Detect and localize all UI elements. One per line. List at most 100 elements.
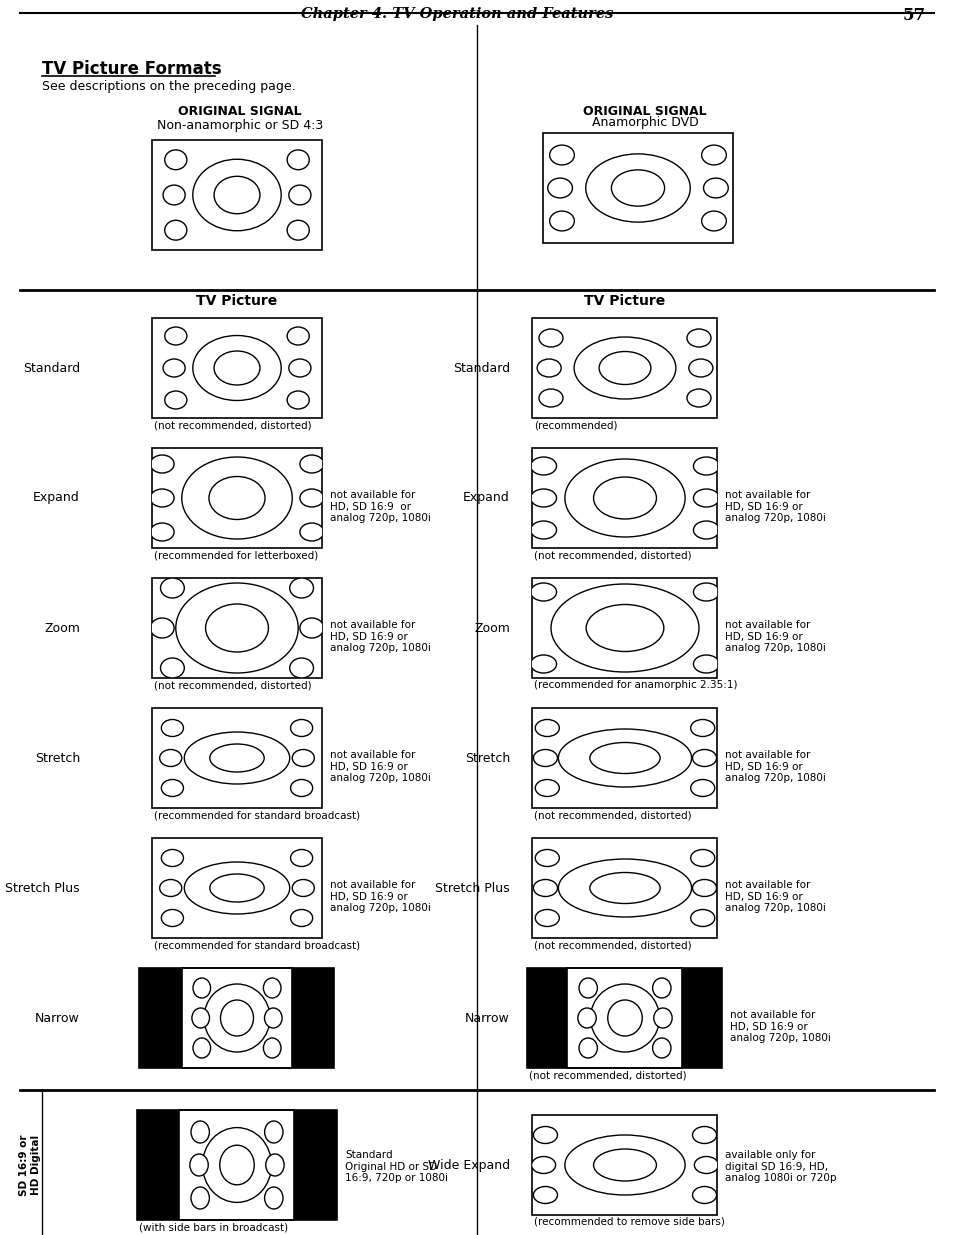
- Bar: [542, 133, 732, 243]
- Ellipse shape: [686, 389, 710, 408]
- Ellipse shape: [193, 978, 211, 998]
- Ellipse shape: [578, 1037, 597, 1058]
- Ellipse shape: [585, 604, 663, 652]
- Text: available only for
digital SD 16:9, HD,
analog 1080i or 720p: available only for digital SD 16:9, HD, …: [724, 1150, 836, 1183]
- Text: not available for
HD, SD 16:9 or
analog 720p, 1080i: not available for HD, SD 16:9 or analog …: [330, 881, 431, 913]
- Ellipse shape: [287, 149, 309, 169]
- Ellipse shape: [151, 454, 173, 473]
- Ellipse shape: [530, 521, 556, 538]
- Ellipse shape: [291, 850, 313, 867]
- Ellipse shape: [692, 879, 716, 897]
- Ellipse shape: [700, 144, 725, 165]
- Text: Stretch Plus: Stretch Plus: [435, 882, 510, 894]
- Text: TV Picture: TV Picture: [584, 294, 665, 308]
- Ellipse shape: [220, 1000, 253, 1036]
- Text: not available for
HD, SD 16:9 or
analog 720p, 1080i: not available for HD, SD 16:9 or analog …: [730, 1010, 830, 1044]
- Ellipse shape: [161, 720, 183, 736]
- Ellipse shape: [209, 477, 265, 520]
- Ellipse shape: [299, 618, 323, 638]
- Ellipse shape: [530, 583, 556, 601]
- Ellipse shape: [533, 1187, 557, 1203]
- Ellipse shape: [535, 909, 558, 926]
- Ellipse shape: [161, 779, 183, 797]
- Text: Zoom: Zoom: [474, 621, 510, 635]
- Text: SD 16:9 or
HD Digital: SD 16:9 or HD Digital: [19, 1134, 41, 1195]
- Ellipse shape: [299, 489, 323, 508]
- Ellipse shape: [264, 1187, 283, 1209]
- Ellipse shape: [585, 154, 690, 222]
- Ellipse shape: [287, 327, 309, 345]
- Ellipse shape: [163, 185, 185, 205]
- Text: Stretch: Stretch: [34, 752, 80, 764]
- Ellipse shape: [165, 391, 187, 409]
- Ellipse shape: [287, 220, 309, 240]
- Ellipse shape: [161, 909, 183, 926]
- Ellipse shape: [578, 1008, 596, 1028]
- Text: (recommended): (recommended): [534, 420, 618, 430]
- Ellipse shape: [690, 909, 714, 926]
- Text: (recommended for standard broadcast): (recommended for standard broadcast): [153, 810, 359, 820]
- Bar: [532, 578, 717, 678]
- Bar: [182, 968, 292, 1068]
- Ellipse shape: [191, 1121, 209, 1144]
- Ellipse shape: [607, 1000, 641, 1036]
- Ellipse shape: [290, 578, 314, 598]
- Ellipse shape: [535, 779, 558, 797]
- Bar: [139, 968, 335, 1068]
- Ellipse shape: [165, 220, 187, 240]
- Bar: [527, 968, 721, 1068]
- Ellipse shape: [700, 211, 725, 231]
- Ellipse shape: [558, 729, 691, 787]
- Ellipse shape: [530, 655, 556, 673]
- Text: (not recommended, distorted): (not recommended, distorted): [529, 1070, 686, 1079]
- Ellipse shape: [151, 618, 173, 638]
- Text: Non-anamorphic or SD 4:3: Non-anamorphic or SD 4:3: [156, 119, 323, 132]
- Bar: [532, 448, 717, 548]
- Ellipse shape: [264, 1008, 282, 1028]
- Ellipse shape: [598, 352, 650, 384]
- Text: 57: 57: [902, 7, 925, 23]
- Ellipse shape: [182, 457, 292, 538]
- Text: (not recommended, distorted): (not recommended, distorted): [534, 810, 691, 820]
- Bar: [137, 1110, 336, 1220]
- Ellipse shape: [151, 489, 173, 508]
- Bar: [532, 317, 717, 417]
- Bar: [152, 839, 322, 939]
- Ellipse shape: [533, 1126, 557, 1144]
- Ellipse shape: [299, 522, 323, 541]
- Text: (recommended for anamorphic 2.35:1): (recommended for anamorphic 2.35:1): [534, 680, 738, 690]
- Ellipse shape: [163, 359, 185, 377]
- Bar: [567, 968, 681, 1068]
- Ellipse shape: [530, 489, 556, 508]
- Ellipse shape: [589, 742, 659, 773]
- Ellipse shape: [292, 879, 314, 897]
- Ellipse shape: [538, 329, 562, 347]
- Ellipse shape: [190, 1153, 208, 1176]
- Ellipse shape: [693, 583, 719, 601]
- Text: TV Picture: TV Picture: [196, 294, 277, 308]
- Ellipse shape: [165, 149, 187, 169]
- Ellipse shape: [291, 779, 313, 797]
- Text: Standard: Standard: [23, 362, 80, 374]
- Ellipse shape: [551, 584, 699, 672]
- Bar: [527, 968, 721, 1068]
- Ellipse shape: [210, 743, 264, 772]
- Bar: [532, 1115, 717, 1215]
- Ellipse shape: [204, 984, 270, 1052]
- Ellipse shape: [184, 732, 290, 784]
- Text: Stretch: Stretch: [464, 752, 510, 764]
- Ellipse shape: [538, 389, 562, 408]
- Text: Zoom: Zoom: [44, 621, 80, 635]
- Ellipse shape: [159, 879, 182, 897]
- Text: (not recommended, distorted): (not recommended, distorted): [153, 420, 312, 430]
- Text: Standard: Standard: [453, 362, 510, 374]
- Ellipse shape: [213, 351, 259, 385]
- Text: Anamorphic DVD: Anamorphic DVD: [591, 116, 698, 128]
- Ellipse shape: [652, 1037, 670, 1058]
- Ellipse shape: [289, 359, 311, 377]
- Ellipse shape: [564, 1135, 684, 1195]
- Text: Chapter 4. TV Operation and Features: Chapter 4. TV Operation and Features: [300, 7, 613, 21]
- Bar: [152, 708, 322, 808]
- Ellipse shape: [653, 1008, 672, 1028]
- Text: (recommended for letterboxed): (recommended for letterboxed): [153, 550, 318, 559]
